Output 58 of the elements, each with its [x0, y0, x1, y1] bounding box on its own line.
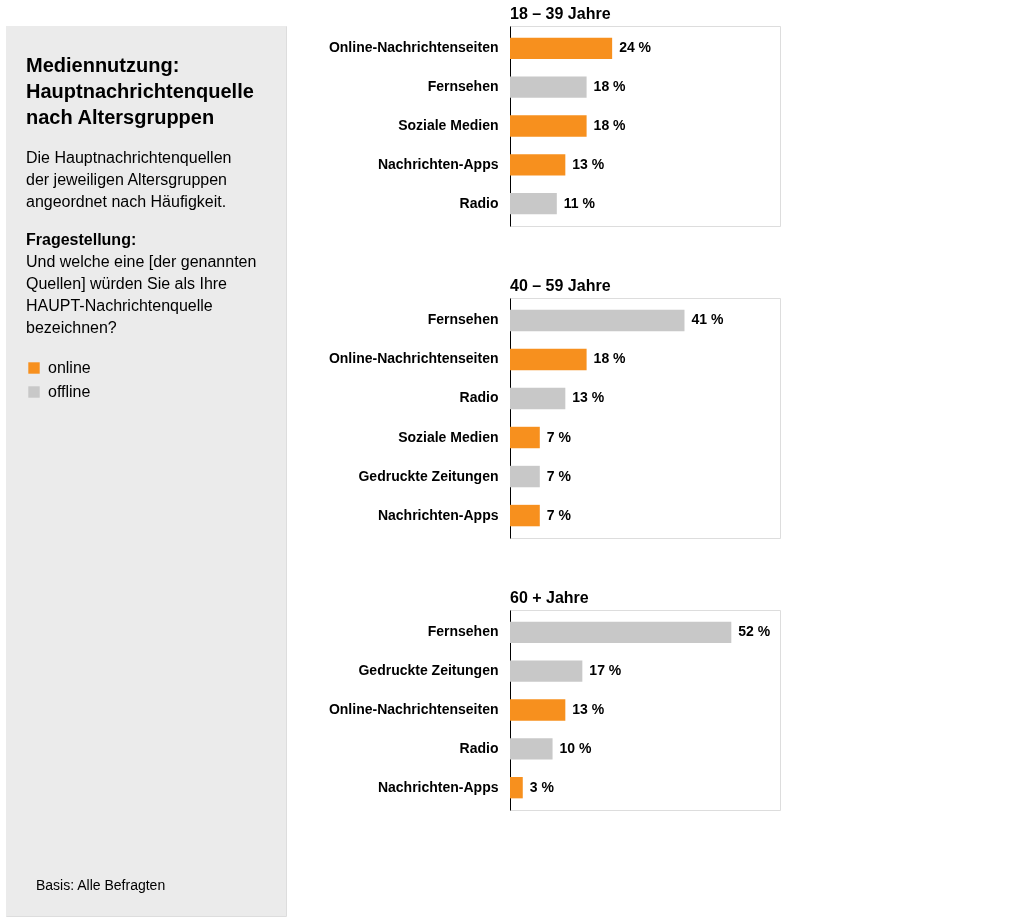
- y-tick-label: Nachrichten-Apps: [377, 778, 499, 795]
- data-label: 7 %: [546, 428, 572, 445]
- bar: [510, 621, 732, 644]
- legend-label: offline: [48, 383, 91, 400]
- data-label: 7 %: [546, 467, 572, 484]
- y-tick-label: Online-Nachrichtenseiten: [328, 701, 499, 717]
- y-tick-label: Nachrichten-Apps: [377, 155, 499, 172]
- y-tick-label: Fernsehen: [427, 311, 499, 328]
- y-tick-label: Soziale Medien: [398, 117, 499, 133]
- bar: [510, 37, 613, 60]
- data-label: 13 %: [572, 701, 605, 717]
- data-label: 17 %: [589, 662, 622, 679]
- bar: [510, 76, 587, 98]
- y-tick-label: Online-Nachrichtenseiten: [328, 39, 499, 56]
- data-label: 18 %: [593, 78, 627, 95]
- bar: [510, 348, 587, 371]
- y-tick-label: Radio: [459, 739, 499, 756]
- text: Die Hauptnachrichtenquellen der jeweiligen Altersgruppen angeordnet nach Häufigkeit.: [26, 149, 232, 210]
- y-tick-label: Fernsehen: [427, 78, 499, 95]
- data-label: 18 %: [593, 117, 627, 133]
- bar: [510, 660, 583, 682]
- y-tick-label: Fernsehen: [427, 623, 499, 640]
- data-label: 13 %: [572, 155, 605, 172]
- chart-title: 18 – 39 Jahre: [510, 5, 611, 22]
- bar: [510, 504, 540, 527]
- y-tick-label: Radio: [459, 194, 499, 211]
- text: Basis: Alle Befragten: [36, 877, 166, 893]
- text: Und welche eine [der genannten Quellen] würden Sie als Ihre HAUPT-Nachrichtenquelle bezeichnen?: [26, 253, 257, 336]
- bar: [510, 309, 685, 332]
- y-tick-label: Nachrichten-Apps: [377, 506, 499, 523]
- y-tick-label: Soziale Medien: [398, 428, 499, 445]
- data-label: 3 %: [529, 778, 555, 795]
- bar: [510, 776, 523, 799]
- bar: [510, 426, 540, 449]
- data-label: 11 %: [563, 194, 596, 211]
- y-tick-label: Gedruckte Zeitungen: [358, 467, 499, 484]
- data-label: 41 %: [691, 311, 724, 328]
- y-tick-label: Gedruckte Zeitungen: [358, 662, 499, 679]
- y-tick-label: Online-Nachrichtenseiten: [328, 350, 499, 367]
- data-label: 52 %: [738, 623, 771, 640]
- bar: [510, 115, 587, 137]
- data-label: 13 %: [572, 389, 605, 406]
- chart-title: 60 + Jahre: [510, 589, 589, 606]
- bar: [510, 154, 566, 176]
- bar: [510, 387, 566, 410]
- bar: [510, 699, 566, 721]
- legend-label: online: [48, 359, 91, 376]
- data-label: 10 %: [559, 739, 593, 756]
- chart-title: 40 – 59 Jahre: [510, 277, 611, 294]
- data-label: 18 %: [593, 350, 627, 367]
- y-tick-label: Radio: [459, 389, 499, 406]
- text: Fragestellung:: [26, 231, 137, 248]
- bar: [510, 192, 557, 215]
- bar: [510, 465, 540, 488]
- bar: [510, 738, 553, 760]
- text: Mediennutzung: Hauptnachrichtenquelle nach Altersgruppen: [26, 54, 254, 128]
- data-label: 24 %: [619, 39, 652, 56]
- data-label: 7 %: [546, 506, 572, 523]
